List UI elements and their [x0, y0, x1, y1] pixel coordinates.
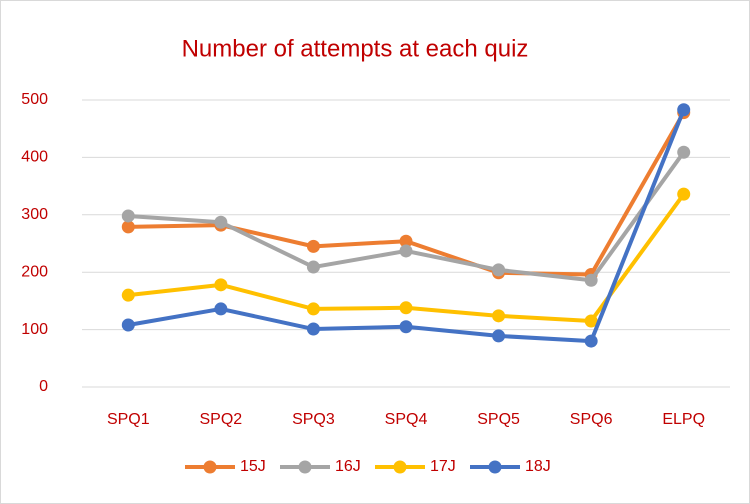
data-point — [121, 288, 135, 302]
data-point — [492, 309, 506, 323]
y-tick-label: 200 — [21, 263, 48, 280]
legend-marker — [488, 460, 502, 474]
x-tick-label: SPQ1 — [107, 411, 150, 428]
data-point — [214, 278, 228, 292]
x-tick-label: ELPQ — [662, 411, 705, 428]
y-tick-label: 100 — [21, 321, 48, 338]
x-tick-label: SPQ5 — [477, 411, 520, 428]
x-tick-label: SPQ6 — [570, 411, 613, 428]
data-point — [121, 318, 135, 332]
data-point — [584, 273, 598, 287]
legend-marker — [298, 460, 312, 474]
y-tick-label: 400 — [21, 149, 48, 166]
data-point — [492, 263, 506, 277]
data-point — [121, 209, 135, 223]
data-point — [584, 314, 598, 328]
x-tick-label: SPQ2 — [200, 411, 243, 428]
legend-marker — [393, 460, 407, 474]
data-point — [214, 302, 228, 316]
data-point — [306, 302, 320, 316]
legend-label: 17J — [430, 458, 456, 475]
data-point — [677, 187, 691, 201]
legend-label: 16J — [335, 458, 361, 475]
x-tick-label: SPQ3 — [292, 411, 335, 428]
data-point — [399, 234, 413, 248]
data-point — [677, 103, 691, 117]
x-tick-label: SPQ4 — [385, 411, 428, 428]
legend-marker — [203, 460, 217, 474]
data-point — [399, 320, 413, 334]
legend-label: 15J — [240, 458, 266, 475]
data-point — [399, 244, 413, 258]
chart-title: Number of attempts at each quiz — [182, 35, 529, 62]
data-point — [399, 301, 413, 315]
legend-label: 18J — [525, 458, 551, 475]
y-tick-label: 300 — [21, 206, 48, 223]
data-point — [584, 334, 598, 348]
y-tick-label: 500 — [21, 91, 48, 108]
data-point — [306, 260, 320, 274]
data-point — [492, 329, 506, 343]
data-point — [214, 215, 228, 229]
y-tick-label: 0 — [39, 378, 48, 395]
data-point — [121, 220, 135, 234]
data-point — [677, 145, 691, 159]
data-point — [306, 322, 320, 336]
data-point — [306, 239, 320, 253]
